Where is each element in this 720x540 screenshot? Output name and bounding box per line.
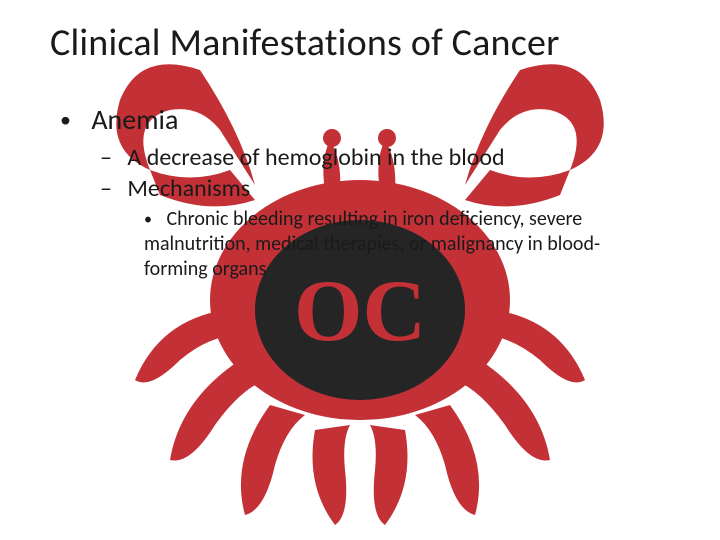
bullet-list-level1: Anemia A decrease of hemoglobin in the b… [40, 102, 680, 282]
bullet-list-level3: Chronic bleeding resulting in iron defic… [100, 207, 680, 282]
bullet-chronic-bleeding: Chronic bleeding resulting in iron defic… [144, 207, 604, 282]
bullet-anemia: Anemia A decrease of hemoglobin in the b… [60, 102, 680, 282]
bullet-hemoglobin-label: A decrease of hemoglobin in the blood [127, 143, 504, 172]
bullet-chronic-bleeding-label: Chronic bleeding resulting in iron defic… [144, 207, 600, 281]
bullet-list-level2: A decrease of hemoglobin in the blood Me… [60, 143, 680, 282]
bullet-mechanisms-label: Mechanisms [127, 174, 250, 203]
bullet-mechanisms: Mechanisms Chronic bleeding resulting in… [100, 174, 680, 282]
slide-title: Clinical Manifestations of Cancer [40, 20, 680, 66]
bullet-hemoglobin: A decrease of hemoglobin in the blood [100, 143, 680, 172]
slide-content: Clinical Manifestations of Cancer Anemia… [0, 0, 720, 282]
bullet-anemia-label: Anemia [91, 102, 178, 137]
